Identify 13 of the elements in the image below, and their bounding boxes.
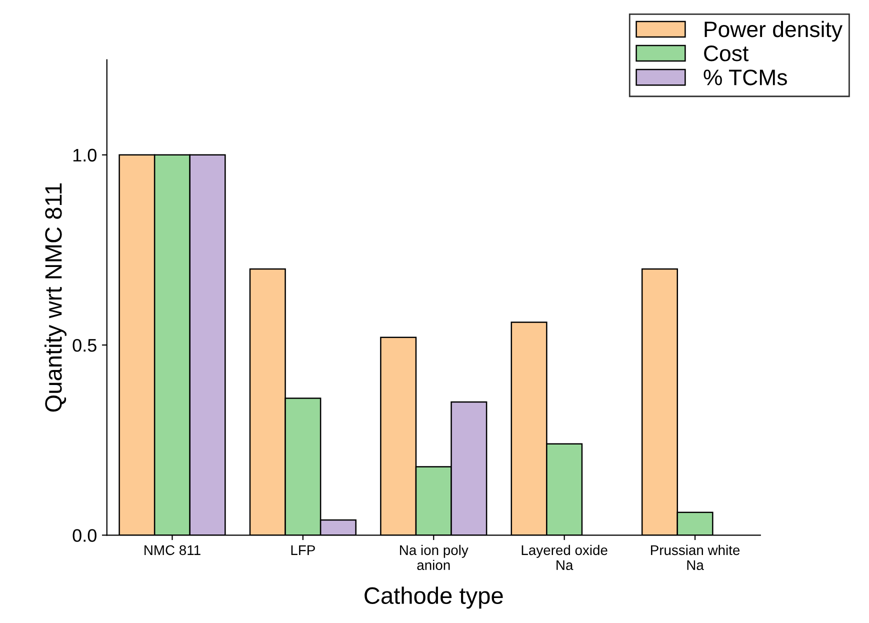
legend-label: Cost: [704, 46, 748, 62]
x-tick-label: Na ion poly anion: [400, 544, 468, 570]
x-axis-title: Cathode type: [364, 586, 503, 609]
x-tick-label: NMC 811: [144, 545, 200, 556]
y-tick-label: 1.0: [73, 148, 96, 162]
legend-label: % TCMs: [704, 70, 787, 86]
x-tick-label: Layered oxide Na: [522, 544, 608, 570]
y-axis-title: Quantity wrt NMC 811: [44, 183, 67, 412]
x-tick-label: LFP: [291, 545, 315, 555]
x-tick-label: Prussian white Na: [651, 544, 740, 570]
legend-label: Power density: [704, 20, 842, 42]
y-tick-label: 0.0: [72, 529, 96, 542]
y-tick-label: 0.5: [72, 338, 96, 352]
